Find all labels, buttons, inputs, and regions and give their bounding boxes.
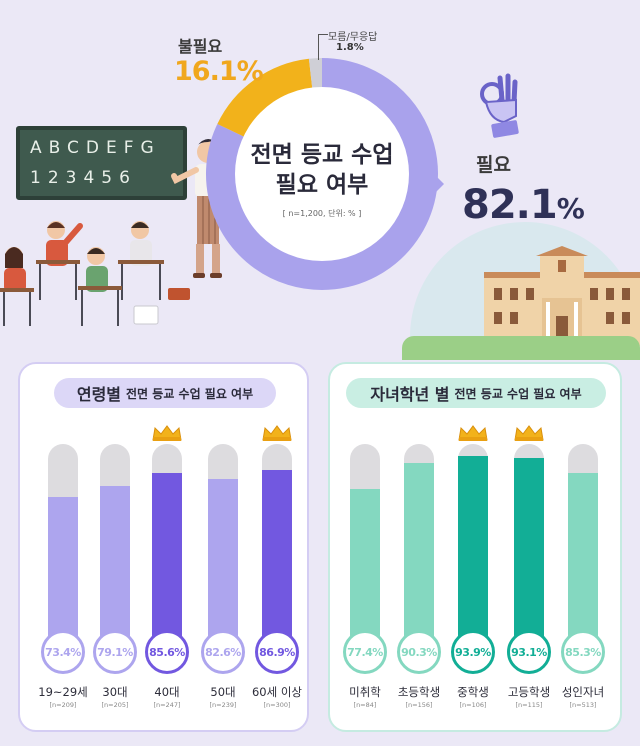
bar-value-label: 85.3% bbox=[561, 630, 605, 674]
chalkboard-illustration: ABCDEFG 123456 bbox=[16, 126, 187, 200]
bar bbox=[350, 489, 380, 644]
bar-sample-size: [n=247] bbox=[153, 701, 181, 709]
bar bbox=[514, 458, 544, 644]
crown-icon bbox=[514, 425, 544, 441]
dunno-label: 모름/무응답 bbox=[328, 32, 378, 43]
ground-illustration bbox=[402, 336, 640, 360]
ok-hand-icon bbox=[480, 73, 519, 138]
needed-value: 82.1% bbox=[462, 182, 585, 228]
summary-title: 전면 등교 수업 필요 여부 bbox=[250, 142, 394, 198]
bar-track bbox=[152, 444, 182, 644]
donut-segment-dunno bbox=[308, 58, 323, 89]
bar-value-label: 85.6% bbox=[145, 630, 189, 674]
bar-category-label: 중학생 bbox=[457, 685, 489, 699]
bar-value-label: 73.4% bbox=[41, 630, 85, 674]
bar-category-label: 19~29세 bbox=[38, 685, 88, 699]
needed-label: 필요 bbox=[476, 154, 511, 176]
donut-segment-needed bbox=[206, 58, 438, 290]
bar-sample-size: [n=300] bbox=[263, 701, 291, 709]
bar-value-label: 93.9% bbox=[451, 630, 495, 674]
bar-sample-size: [n=205] bbox=[101, 701, 129, 709]
summary-section: ABCDEFG 123456 bbox=[0, 0, 640, 360]
crown-icon bbox=[262, 425, 292, 441]
bar-category-label: 성인자녀 bbox=[561, 685, 605, 699]
donut-center bbox=[235, 87, 409, 261]
bar bbox=[404, 463, 434, 644]
school-building-illustration bbox=[484, 246, 640, 346]
bar-category-label: 50대 bbox=[210, 685, 236, 699]
bar bbox=[152, 473, 182, 644]
crown-icon bbox=[458, 425, 488, 441]
bar-category-label: 초등학생 bbox=[397, 685, 441, 699]
grade-chart-title: 자녀학년 별 전면 등교 수업 필요 여부 bbox=[346, 378, 606, 408]
summary-donut-chart bbox=[206, 58, 444, 290]
bar-value-label: 90.3% bbox=[397, 630, 441, 674]
unneeded-value: 16.1% bbox=[174, 56, 264, 87]
donut-segment-unneeded bbox=[217, 58, 313, 138]
bar-sample-size: [n=209] bbox=[49, 701, 77, 709]
bar-sample-size: [n=156] bbox=[405, 701, 433, 709]
dunno-leader-line bbox=[318, 34, 328, 60]
bar-sample-size: [n=513] bbox=[569, 701, 597, 709]
bar bbox=[568, 473, 598, 644]
bar-value-label: 79.1% bbox=[93, 630, 137, 674]
bar-category-label: 고등학생 bbox=[507, 685, 551, 699]
bar-track bbox=[568, 444, 598, 644]
bar-value-label: 82.6% bbox=[201, 630, 245, 674]
bar-sample-size: [n=239] bbox=[209, 701, 237, 709]
summary-note: [ n=1,200, 단위: % ] bbox=[282, 209, 362, 218]
bar-value-label: 93.1% bbox=[507, 630, 551, 674]
age-chart-panel: 연령별 전면 등교 수업 필요 여부 73.4% 19~29세 [n=209] 79.… bbox=[18, 362, 309, 732]
bar-value-label: 77.4% bbox=[343, 630, 387, 674]
bar bbox=[262, 470, 292, 644]
bar-category-label: 30대 bbox=[102, 685, 128, 699]
chalkboard-numbers: 123456 bbox=[30, 168, 137, 188]
bar bbox=[48, 497, 78, 644]
bar-category-label: 60세 이상 bbox=[251, 685, 303, 699]
bar-sample-size: [n=84] bbox=[353, 701, 377, 709]
unneeded-label: 불필요 bbox=[178, 37, 223, 56]
bar-track bbox=[458, 444, 488, 644]
bar bbox=[100, 486, 130, 644]
chalkboard-letters: ABCDEFG bbox=[30, 138, 161, 158]
bar-sample-size: [n=115] bbox=[515, 701, 543, 709]
bar-category-label: 40대 bbox=[154, 685, 180, 699]
grade-chart-panel: 자녀학년 별 전면 등교 수업 필요 여부 77.4% 미취학 [n=84] 90.3… bbox=[328, 362, 622, 732]
bar-sample-size: [n=106] bbox=[459, 701, 487, 709]
dunno-value: 1.8% bbox=[336, 42, 364, 53]
bar-value-label: 86.9% bbox=[255, 630, 299, 674]
bar-track bbox=[100, 444, 130, 644]
bar-category-label: 미취학 bbox=[349, 685, 381, 699]
donut-arrow-icon bbox=[432, 172, 444, 196]
crown-icon bbox=[152, 425, 182, 441]
age-chart-title: 연령별 전면 등교 수업 필요 여부 bbox=[54, 378, 276, 408]
bar-track bbox=[208, 444, 238, 644]
bar-track bbox=[262, 444, 292, 644]
bar-track bbox=[350, 444, 380, 644]
bar-track bbox=[48, 444, 78, 644]
bar bbox=[458, 456, 488, 644]
bar bbox=[208, 479, 238, 644]
bar-track bbox=[404, 444, 434, 644]
bar-track bbox=[514, 444, 544, 644]
